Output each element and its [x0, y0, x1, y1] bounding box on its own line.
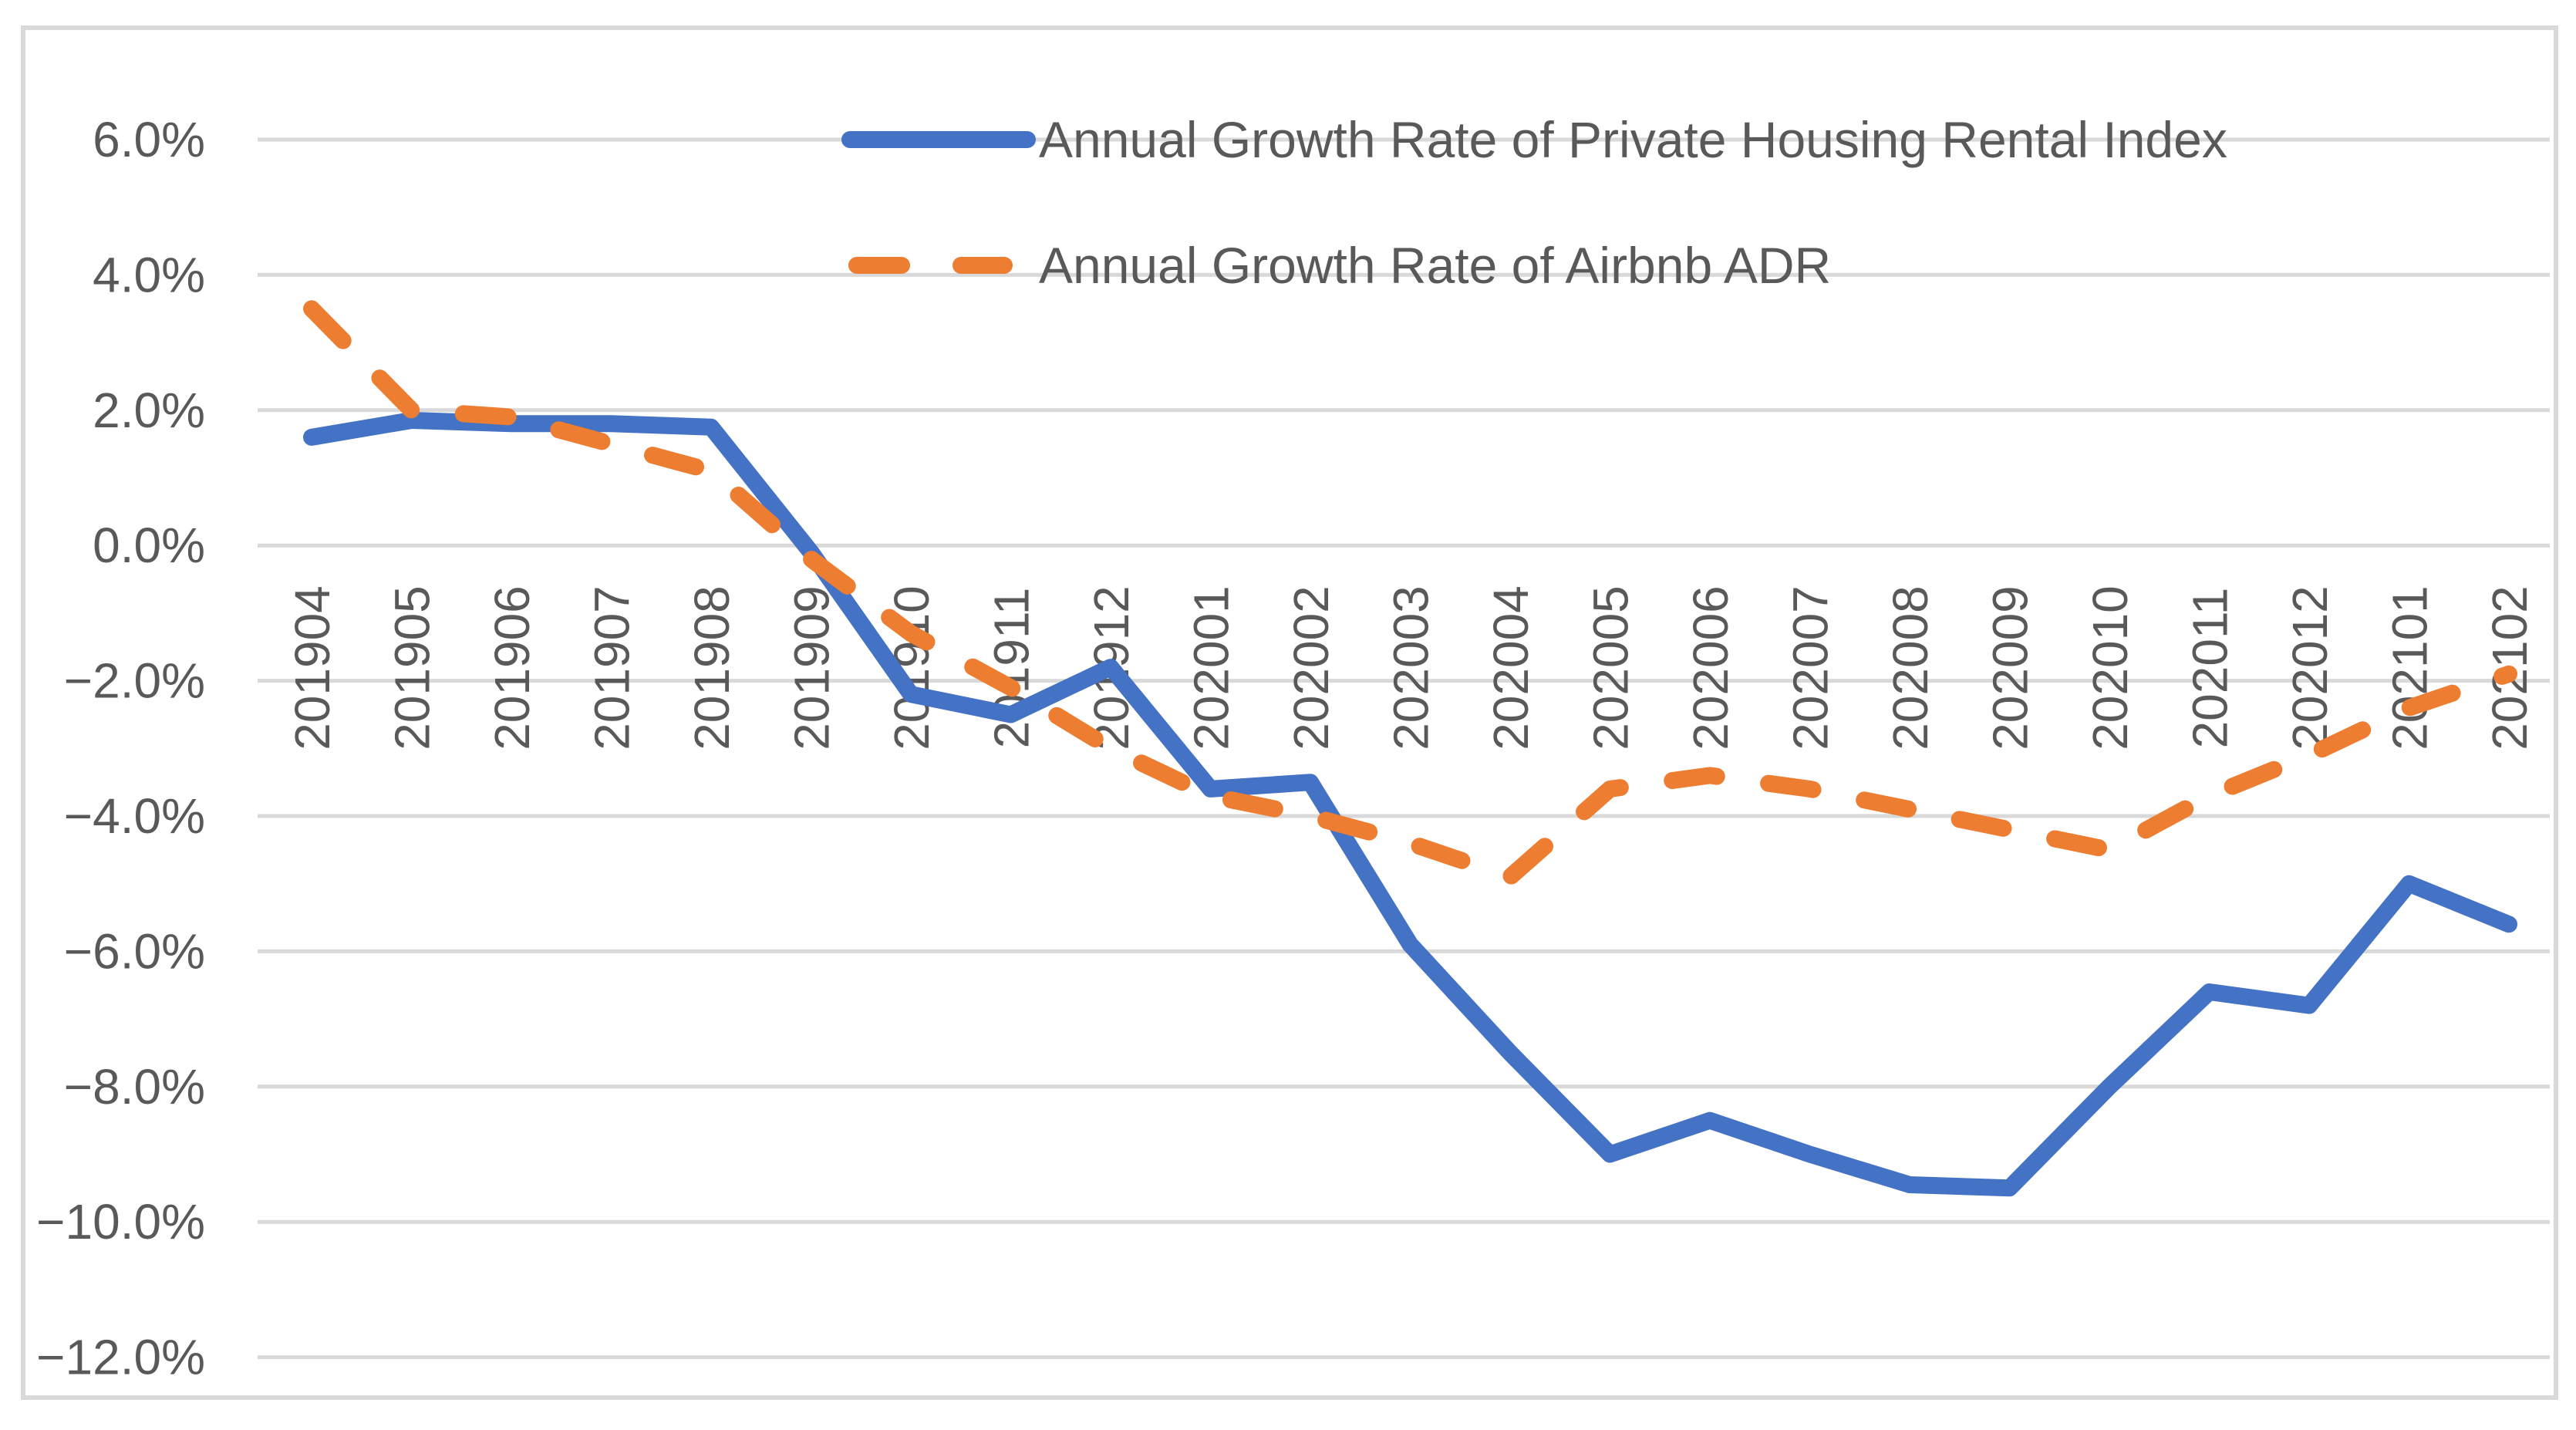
x-tick-label: 202003 [1384, 585, 1439, 750]
legend: Annual Growth Rate of Private Housing Re… [841, 111, 2227, 294]
x-tick-label: 201909 [784, 585, 840, 750]
x-tick-label: 202006 [1683, 585, 1738, 750]
x-tick-label: 202005 [1583, 585, 1639, 750]
y-tick-label: −6.0% [64, 923, 205, 979]
y-axis-labels: 6.0% 4.0% 2.0% 0.0% −2.0% −4.0% −6.0% −8.0% −10.… [36, 112, 205, 1385]
x-tick-label: 202012 [2282, 585, 2338, 750]
legend-label: Annual Growth Rate of Airbnb ADR [1039, 237, 1831, 294]
x-tick-label: 201905 [385, 585, 440, 750]
y-tick-label: −12.0% [36, 1330, 205, 1385]
x-tick-label: 201906 [484, 585, 540, 750]
y-tick-label: 2.0% [93, 383, 205, 438]
x-tick-label: 202007 [1783, 585, 1839, 750]
x-tick-label: 202101 [2382, 585, 2438, 750]
x-tick-label: 201908 [684, 585, 740, 750]
x-axis-labels: 201904 201905 201906 201907 201908 201909 2019… [285, 585, 2537, 750]
y-tick-label: −8.0% [64, 1059, 205, 1115]
series-line-rental-index [303, 412, 2517, 1197]
chart-border [21, 25, 2558, 1400]
legend-label: Annual Growth Rate of Private Housing Re… [1039, 111, 2227, 168]
y-tick-label: −2.0% [64, 653, 205, 709]
x-tick-label: 201904 [285, 585, 340, 750]
x-tick-label: 202002 [1283, 585, 1339, 750]
x-tick-label: 202010 [2082, 585, 2138, 750]
series-line-airbnb-adr [303, 300, 2517, 885]
y-tick-label: −4.0% [64, 788, 205, 844]
y-tick-label: 4.0% [93, 247, 205, 302]
y-tick-label: −10.0% [36, 1194, 205, 1250]
x-tick-label: 202011 [2183, 588, 2238, 749]
x-tick-label: 202008 [1883, 585, 1938, 750]
legend-item-rental-index: Annual Growth Rate of Private Housing Re… [841, 111, 2227, 168]
x-tick-label: 202004 [1483, 585, 1539, 750]
x-tick-label: 202001 [1184, 585, 1239, 750]
legend-item-airbnb-adr: Annual Growth Rate of Airbnb ADR [848, 237, 1831, 294]
x-tick-label: 202009 [1983, 585, 2038, 750]
x-tick-label: 201907 [585, 585, 640, 750]
y-tick-label: 0.0% [93, 518, 205, 573]
y-tick-label: 6.0% [93, 112, 205, 167]
